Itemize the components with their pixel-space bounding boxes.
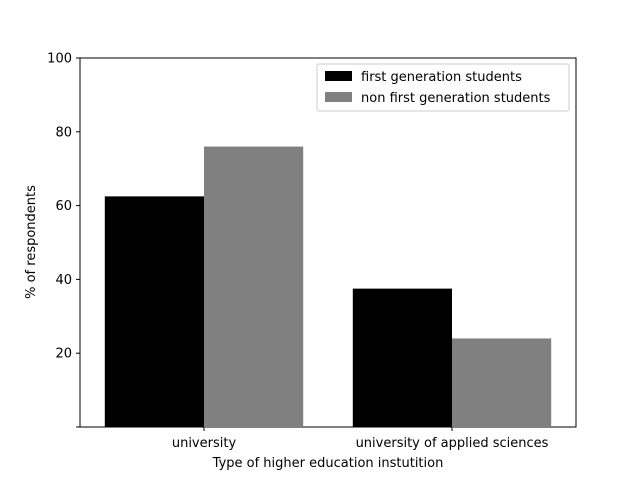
bar (452, 338, 552, 427)
y-tick-label: 100 (47, 52, 72, 67)
y-tick-label: 60 (55, 199, 72, 214)
x-axis: university university of applied sciences (172, 427, 549, 451)
bar (352, 288, 452, 427)
plot-area (79, 57, 577, 428)
legend-swatch (325, 92, 352, 102)
legend-label: non first generation students (361, 91, 551, 106)
y-tick-label: 80 (55, 125, 72, 140)
bar (104, 196, 204, 427)
y-tick-label: 40 (55, 273, 72, 288)
y-tick-label: 20 (55, 347, 72, 362)
legend-label: first generation students (361, 70, 522, 85)
bars (104, 146, 552, 427)
legend: first generation students non first gener… (316, 63, 570, 112)
y-axis: 20 40 60 80 100 (47, 52, 80, 428)
y-axis-label: % of respondents (24, 185, 39, 299)
x-tick-label: university (172, 436, 237, 451)
bar (204, 146, 304, 427)
x-tick-label: university of applied sciences (356, 436, 549, 451)
plot-frame (79, 57, 577, 428)
x-axis-label: Type of higher education instutition (212, 456, 444, 471)
legend-swatch (325, 71, 352, 81)
legend-box (316, 63, 570, 112)
